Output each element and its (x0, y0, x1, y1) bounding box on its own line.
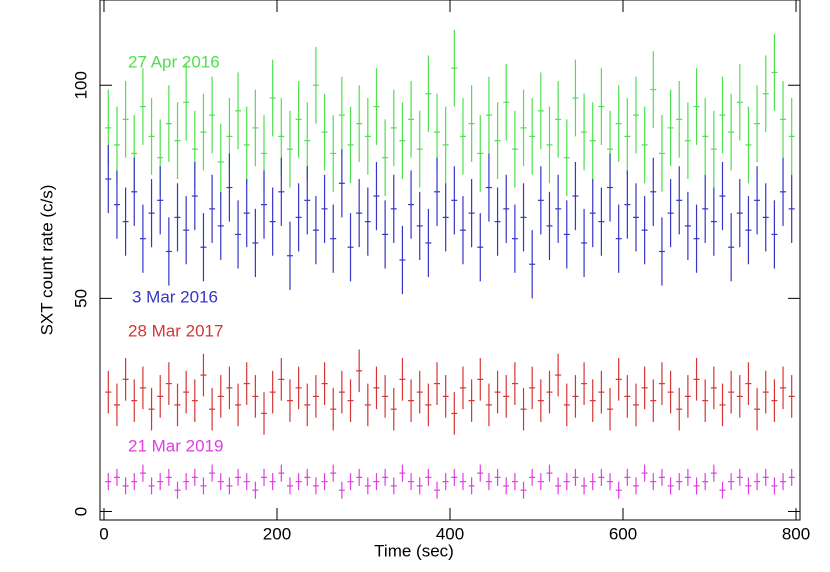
x-tick-label: 800 (782, 524, 810, 543)
x-tick-label: 600 (609, 524, 637, 543)
x-tick-label: 400 (436, 524, 464, 543)
x-tick-label: 0 (99, 524, 108, 543)
x-tick-label: 200 (263, 524, 291, 543)
series-label: 21 Mar 2019 (128, 436, 223, 455)
y-axis-label: SXT count rate (c/s) (37, 185, 56, 336)
series-label: 27 Apr 2016 (128, 52, 220, 71)
series-label: 3 Mar 2016 (132, 287, 218, 306)
x-axis-label: Time (sec) (374, 541, 454, 560)
y-tick-label: 100 (71, 71, 90, 99)
y-tick-label: 0 (71, 507, 90, 516)
series-label: 28 Mar 2017 (128, 321, 223, 340)
y-tick-label: 50 (71, 289, 90, 308)
